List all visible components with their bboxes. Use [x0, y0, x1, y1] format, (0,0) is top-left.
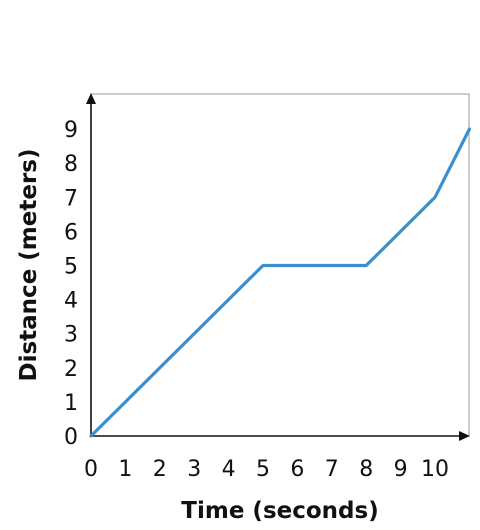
x-tick-label: 8 — [359, 457, 373, 482]
y-axis-arrow — [86, 93, 96, 104]
series — [89, 127, 471, 438]
x-tick-label: 0 — [84, 457, 98, 482]
x-tick-label: 4 — [222, 457, 236, 482]
y-tick-label: 5 — [64, 255, 78, 280]
x-axis — [91, 431, 470, 441]
y-tick-label: 4 — [64, 289, 78, 314]
x-tick-label: 1 — [118, 457, 132, 482]
y-tick-label: 0 — [64, 425, 78, 450]
y-tick-label: 9 — [64, 118, 78, 143]
x-tick-label: 2 — [153, 457, 167, 482]
x-tick-labels: 0 1 2 3 4 5 6 7 8 9 10 — [84, 457, 449, 482]
x-tick-label: 3 — [187, 457, 201, 482]
y-tick-labels: 0 1 2 3 4 5 6 7 8 9 — [64, 118, 78, 450]
y-tick-label: 3 — [64, 323, 78, 348]
y-axis-title: Distance (meters) — [16, 148, 42, 381]
x-tick-label: 9 — [394, 457, 408, 482]
x-tick-label: 6 — [290, 457, 304, 482]
y-tick-label: 8 — [64, 152, 78, 177]
x-axis-title: Time (seconds) — [181, 498, 378, 524]
y-tick-label: 1 — [64, 391, 78, 416]
x-tick-label: 10 — [421, 457, 449, 482]
x-tick-label: 7 — [325, 457, 339, 482]
y-axis — [86, 93, 96, 436]
x-axis-arrow — [459, 431, 470, 441]
series-line — [89, 127, 471, 438]
y-tick-label: 2 — [64, 357, 78, 382]
y-tick-label: 7 — [64, 186, 78, 211]
x-tick-label: 5 — [256, 457, 270, 482]
y-tick-label: 6 — [64, 220, 78, 245]
